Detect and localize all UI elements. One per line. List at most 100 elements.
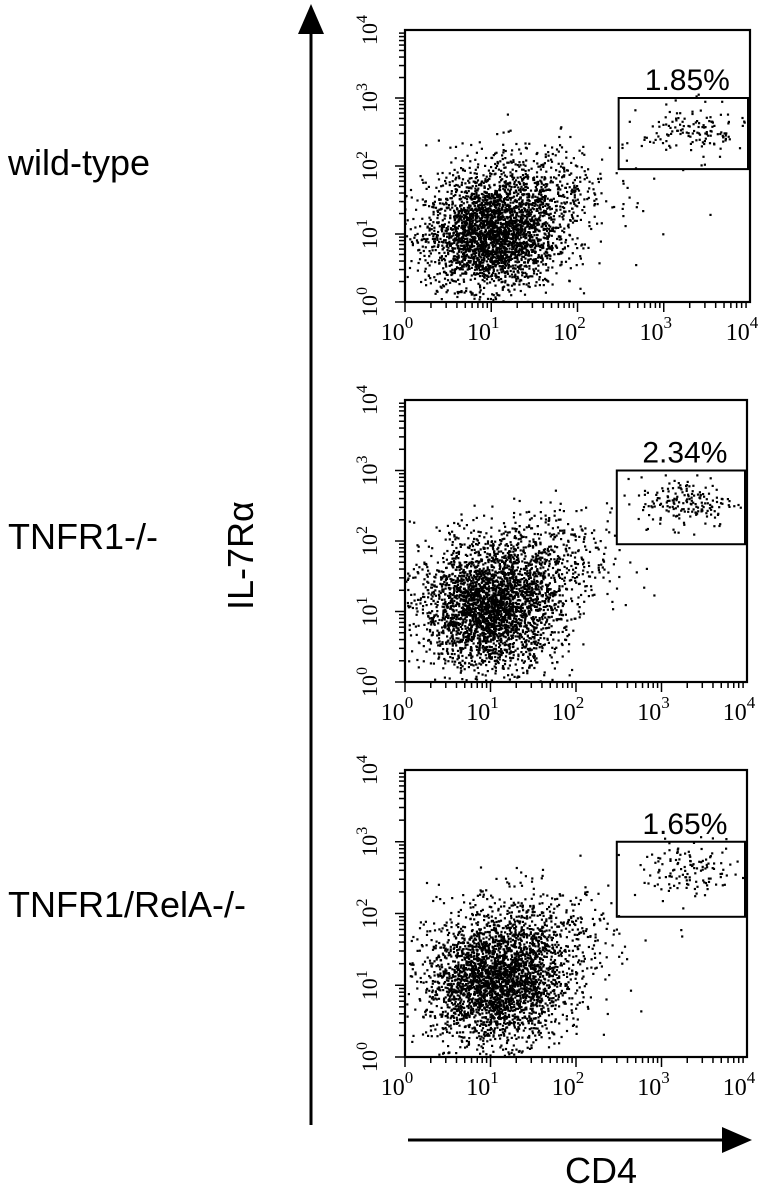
event-dot [576, 247, 579, 250]
event-dot [531, 631, 534, 634]
event-dot [473, 241, 476, 244]
event-dot [516, 269, 519, 273]
event-dot [541, 215, 544, 218]
event-dot [536, 619, 539, 622]
event-dot [525, 585, 528, 588]
event-dot [498, 237, 501, 240]
event-dot [457, 557, 460, 560]
y-tick-label: 101 [354, 219, 382, 249]
event-dot [503, 641, 507, 644]
event-dot [524, 169, 527, 173]
event-dot [514, 264, 517, 267]
event-dot [473, 224, 476, 227]
event-dot [548, 582, 551, 585]
event-dot [466, 639, 469, 642]
event-dot [533, 204, 536, 207]
event-dot [477, 227, 480, 230]
event-dot [509, 171, 512, 174]
event-dot [498, 218, 501, 221]
event-dot [467, 233, 470, 236]
event-dot [465, 577, 468, 580]
event-dot [478, 211, 481, 214]
event-dot [451, 649, 455, 652]
event-dot [508, 240, 511, 243]
event-dot [527, 239, 530, 242]
event-dot [411, 242, 414, 245]
event-dot [467, 256, 470, 259]
event-dot [507, 288, 510, 291]
event-dot [486, 267, 489, 270]
event-dot [512, 246, 515, 249]
event-dot [509, 579, 512, 582]
event-dot [512, 270, 515, 273]
event-dot [509, 129, 512, 132]
event-dot [436, 209, 439, 212]
event-dot [486, 607, 490, 611]
event-dot [483, 185, 486, 188]
event-dot [481, 247, 484, 250]
event-dot [544, 592, 547, 595]
event-dot [528, 267, 531, 270]
event-dot [453, 653, 456, 656]
event-dot [560, 252, 563, 255]
event-dot [676, 129, 679, 132]
event-dot [486, 635, 490, 638]
event-dot [492, 229, 495, 232]
event-dot [488, 221, 491, 224]
event-dot [508, 607, 511, 610]
event-dot [507, 194, 510, 197]
event-dot [484, 578, 487, 581]
event-dot [429, 282, 432, 285]
event-dot [478, 141, 481, 144]
event-dot [566, 182, 569, 185]
event-dot [473, 226, 476, 230]
event-dot [462, 208, 465, 212]
event-dot [475, 196, 478, 199]
event-dot [579, 255, 582, 258]
event-dot [475, 257, 478, 260]
event-dot [487, 253, 490, 256]
event-dot [456, 267, 459, 270]
event-dot [506, 209, 509, 212]
event-dot [474, 631, 477, 634]
event-dot [456, 184, 459, 187]
event-dot [429, 642, 433, 645]
event-dot [459, 263, 462, 266]
event-dot [524, 142, 527, 145]
event-dot [480, 182, 483, 185]
event-dot [458, 260, 461, 263]
event-dot [475, 175, 478, 179]
event-dot [571, 207, 574, 210]
event-dot [552, 226, 555, 229]
event-dot [508, 247, 511, 250]
event-dot [517, 186, 520, 189]
event-dot [518, 267, 521, 270]
event-dot [482, 610, 485, 613]
event-dot [412, 576, 415, 579]
event-dot [457, 234, 460, 237]
event-dot [576, 198, 579, 201]
event-dot [469, 256, 472, 260]
event-dot [513, 176, 516, 179]
event-dot [522, 255, 526, 258]
event-dot [500, 623, 503, 626]
event-dot [521, 179, 524, 182]
event-dot [412, 622, 415, 626]
event-dot [464, 214, 467, 217]
event-dot [508, 232, 511, 236]
event-dot [476, 226, 479, 229]
event-dot [507, 267, 510, 270]
event-dot [535, 171, 539, 174]
event-dot [545, 211, 548, 214]
event-dot [436, 172, 439, 175]
event-dot [576, 185, 579, 188]
event-dot [509, 215, 512, 218]
event-dot [520, 213, 523, 216]
event-dot [437, 657, 440, 660]
event-dot [476, 200, 479, 203]
event-dot [456, 208, 459, 211]
event-dot [473, 211, 476, 215]
event-dot [464, 263, 467, 266]
event-dot [582, 612, 585, 615]
event-dot [493, 214, 496, 217]
